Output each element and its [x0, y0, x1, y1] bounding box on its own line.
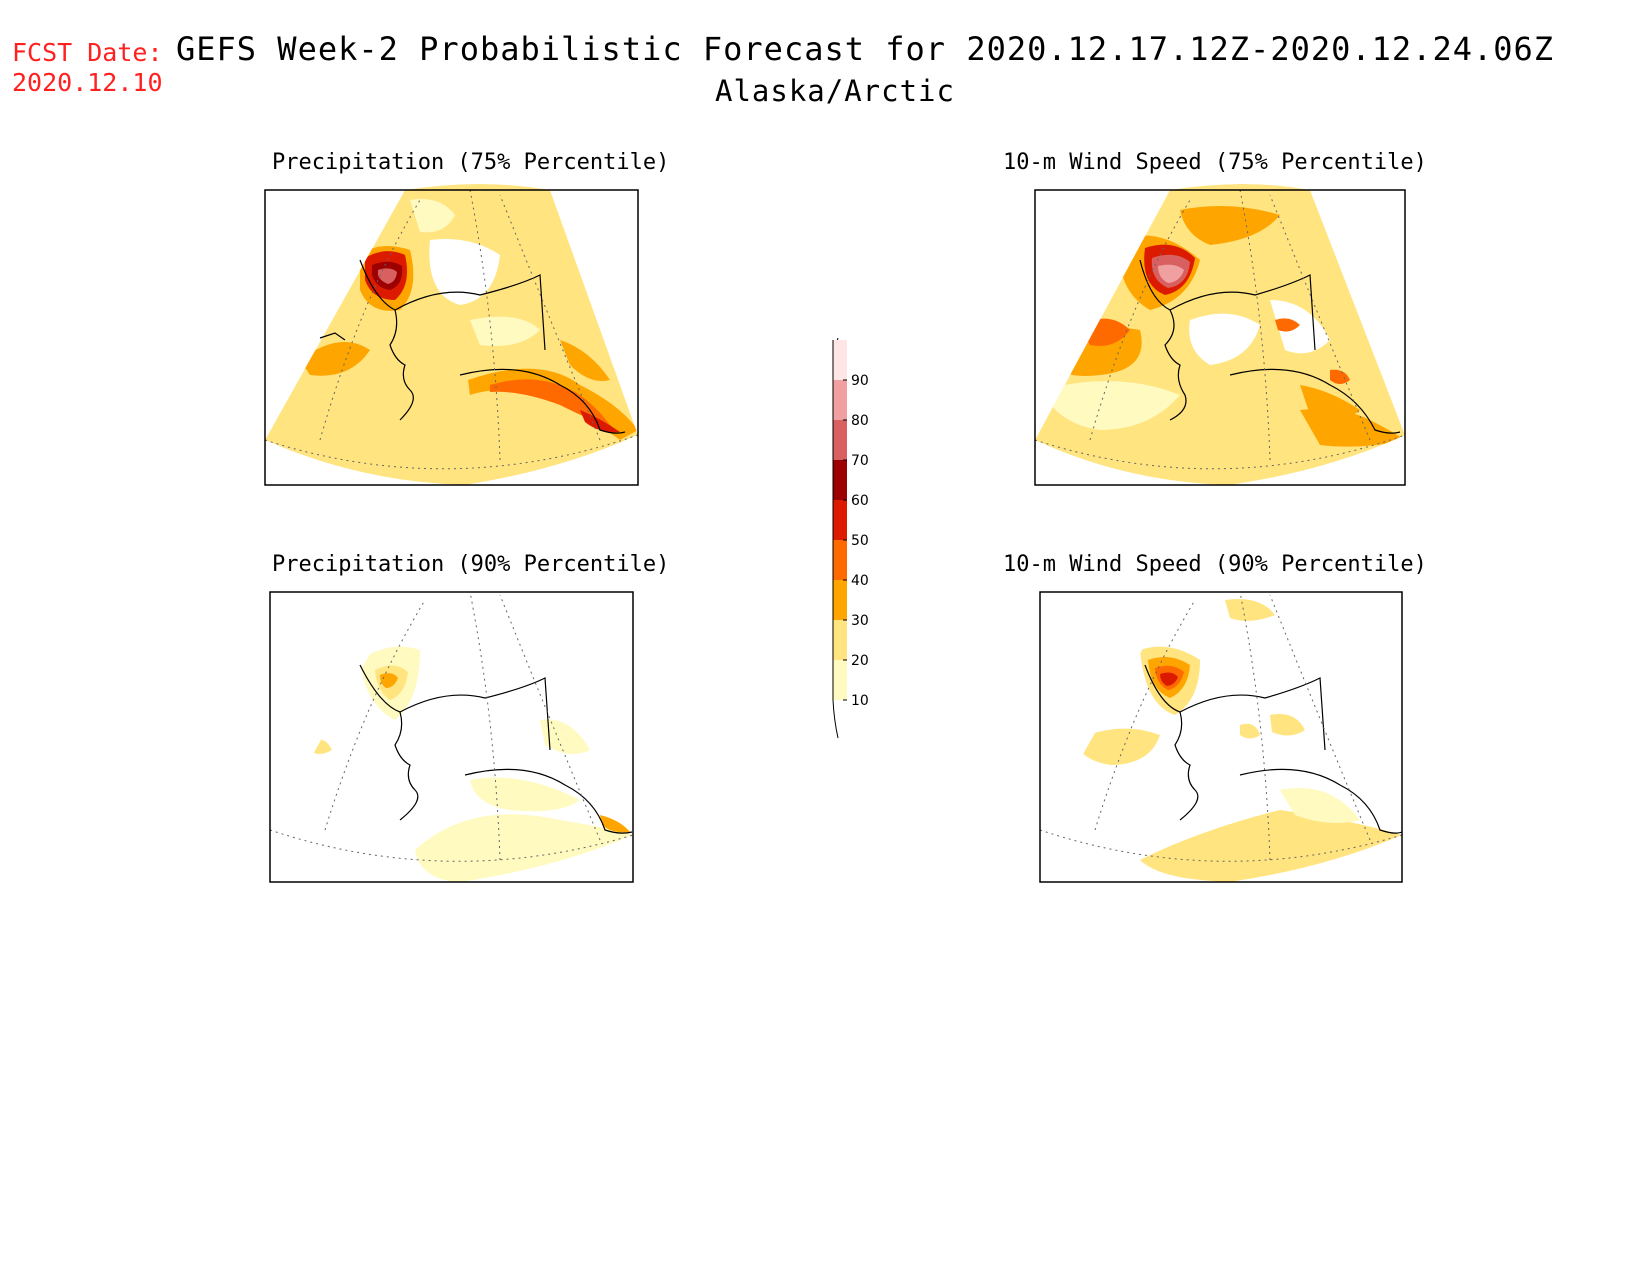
- colorbar-swatch-10: [833, 660, 847, 700]
- colorbar-label-80: 80: [851, 413, 869, 429]
- colorbar-legend: 10 20 30 40 50 60 70 80 90: [832, 337, 869, 739]
- map-panel-precip-75: [264, 184, 639, 486]
- panel-frame: [1039, 591, 1403, 883]
- colorbar-label-40: 40: [851, 573, 869, 589]
- colorbar-label-50: 50: [851, 533, 869, 549]
- panel-frame: [1034, 189, 1406, 486]
- main-title: GEFS Week-2 Probabilistic Forecast for 2…: [175, 30, 1555, 68]
- colorbar-bottom-cap: [832, 699, 839, 739]
- colorbar-label-10: 10: [851, 693, 869, 709]
- panel-frame: [264, 189, 639, 486]
- panel-title-precip-90: Precipitation (90% Percentile): [272, 552, 670, 577]
- colorbar-swatch-20: [833, 620, 847, 660]
- colorbar-swatch-60: [833, 460, 847, 500]
- colorbar-label-60: 60: [851, 493, 869, 509]
- map-panel-wind-90: [1039, 587, 1403, 883]
- colorbar-swatch-50: [833, 500, 847, 540]
- panel-frame: [269, 591, 634, 883]
- map-panel-precip-90: [269, 587, 634, 883]
- colorbar-label-20: 20: [851, 653, 869, 669]
- colorbar-label-90: 90: [851, 373, 869, 389]
- fcst-label: FCST Date:: [12, 38, 163, 67]
- region-subtitle: Alaska/Arctic: [715, 74, 955, 108]
- colorbar-swatch-90: [833, 340, 847, 380]
- fcst-date: 2020.12.10: [12, 68, 163, 97]
- colorbar-swatch-30: [833, 580, 847, 620]
- forecast-date-label: FCST Date: 2020.12.10: [12, 38, 163, 98]
- colorbar-label-70: 70: [851, 453, 869, 469]
- colorbar-swatch-70: [833, 420, 847, 460]
- panel-title-precip-75: Precipitation (75% Percentile): [272, 150, 670, 175]
- panel-title-wind-90: 10-m Wind Speed (90% Percentile): [1003, 552, 1427, 577]
- colorbar-label-30: 30: [851, 613, 869, 629]
- map-panel-wind-75: [1034, 184, 1406, 486]
- colorbar-swatch-40: [833, 540, 847, 580]
- colorbar-swatch-80: [833, 380, 847, 420]
- page-title: GEFS Week-2 Probabilistic Forecast for 2…: [0, 30, 1650, 108]
- panel-title-wind-75: 10-m Wind Speed (75% Percentile): [1003, 150, 1427, 175]
